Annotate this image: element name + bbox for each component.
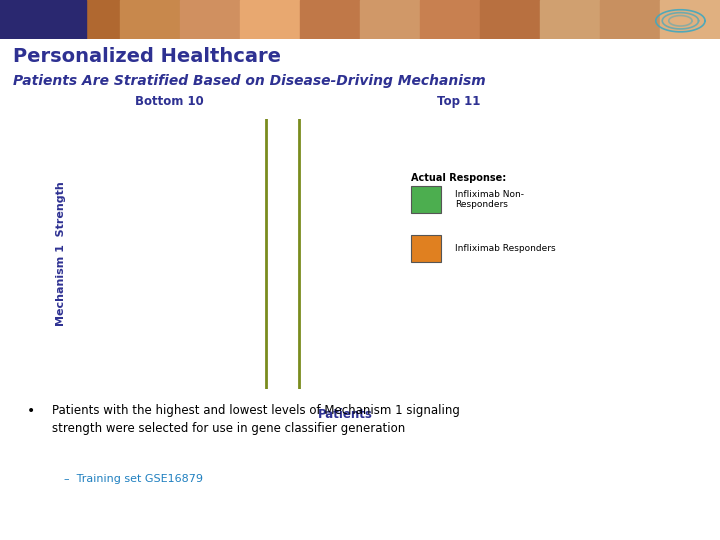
Bar (660, 0, 720, 39)
Bar (120, 0, 180, 39)
Bar (600, 0, 660, 39)
Bar (0, 0, 86, 39)
Y-axis label: Mechanism 1  Strength: Mechanism 1 Strength (56, 181, 66, 326)
Text: Patients Are Stratified Based on Disease-Driving Mechanism: Patients Are Stratified Based on Disease… (13, 74, 486, 88)
Bar (0, 0, 60, 39)
FancyBboxPatch shape (411, 186, 441, 213)
Text: 344: 344 (695, 525, 709, 534)
Text: Actual Response:: Actual Response: (411, 173, 506, 183)
Bar (60, 0, 120, 39)
Text: © 2011, Selventa. All Rights Reserved.: © 2011, Selventa. All Rights Reserved. (11, 525, 160, 534)
Text: •: • (27, 404, 35, 418)
Text: Personalized Healthcare: Personalized Healthcare (13, 48, 281, 66)
Bar (540, 0, 600, 39)
Text: Infliximab Non-
Responders: Infliximab Non- Responders (455, 190, 524, 210)
Bar (480, 0, 540, 39)
Text: –  Training set GSE16879: – Training set GSE16879 (64, 474, 203, 484)
Bar (180, 0, 240, 39)
Bar (240, 0, 300, 39)
FancyBboxPatch shape (411, 235, 441, 262)
Bar (300, 0, 360, 39)
Text: Confidential: Confidential (337, 525, 383, 534)
Text: Infliximab Responders: Infliximab Responders (455, 244, 556, 253)
Bar (420, 0, 480, 39)
Bar (360, 0, 420, 39)
Text: Bottom 10: Bottom 10 (135, 95, 204, 108)
Text: Patients with the highest and lowest levels of Mechanism 1 signaling
strength we: Patients with the highest and lowest lev… (53, 404, 460, 435)
Text: Patients: Patients (318, 408, 373, 421)
Text: Top 11: Top 11 (438, 95, 481, 108)
